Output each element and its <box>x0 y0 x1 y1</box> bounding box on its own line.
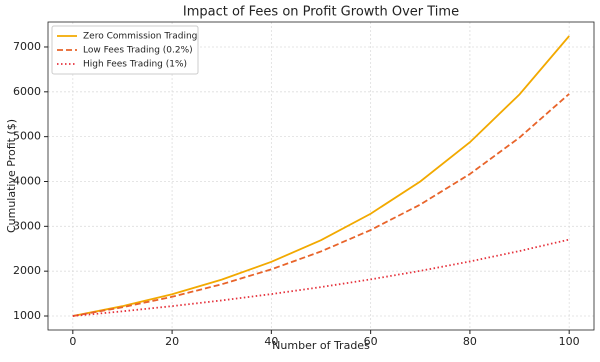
x-tick-label: 60 <box>364 335 378 348</box>
x-tick-label: 20 <box>165 335 179 348</box>
x-axis-label: Number of Trades <box>272 339 370 352</box>
plot-frame <box>47 21 595 331</box>
legend-box <box>51 25 199 75</box>
y-axis-label: Cumulative Profit ($) <box>5 119 18 233</box>
x-tick-label: 0 <box>69 335 76 348</box>
x-tick-label: 40 <box>264 335 278 348</box>
y-tick-label: 2000 <box>13 264 41 277</box>
line-series <box>72 35 570 317</box>
y-tick-label: 1000 <box>13 309 41 322</box>
legend-label: Zero Commission Trading <box>83 32 197 42</box>
y-tick-label: 3000 <box>13 219 41 232</box>
y-tick-label: 7000 <box>13 40 41 53</box>
chart-title: Impact of Fees on Profit Growth Over Tim… <box>183 5 459 20</box>
legend-label: Low Fees Trading (0.2%) <box>83 46 193 56</box>
y-tick-label: 5000 <box>13 130 41 143</box>
line-series <box>72 93 570 317</box>
x-tick-label: 80 <box>463 335 477 348</box>
x-tick-label: 100 <box>559 335 580 348</box>
legend-label: High Fees Trading (1%) <box>83 60 187 70</box>
y-tick-label: 6000 <box>13 85 41 98</box>
y-tick-label: 4000 <box>13 174 41 187</box>
